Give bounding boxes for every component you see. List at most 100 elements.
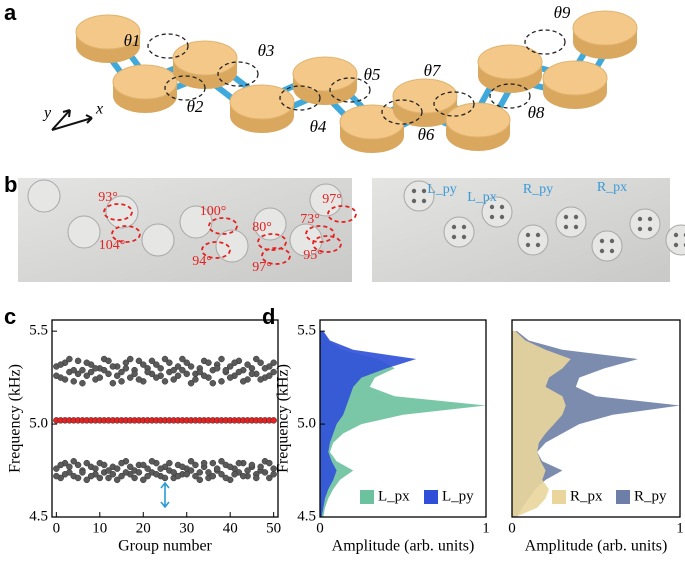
point: [122, 365, 130, 372]
gap-arrow: [160, 481, 170, 509]
point: [231, 471, 238, 478]
photo-hole: [563, 224, 569, 230]
point: [253, 474, 260, 482]
axis-arrows: [51, 109, 93, 131]
y-axis-label: Frequency (kHz): [7, 364, 24, 473]
point: [174, 372, 182, 380]
angle-label: θ8: [528, 103, 545, 122]
point: [83, 359, 91, 366]
point: [118, 459, 125, 467]
photo-hole: [647, 216, 653, 222]
angle-label: θ4: [310, 117, 327, 136]
photo-disk: [443, 216, 475, 248]
angle-arc: [261, 247, 291, 265]
point: [135, 469, 143, 476]
point: [92, 465, 99, 472]
photo-disk: [555, 206, 587, 238]
point: [61, 471, 69, 478]
angle-arc: [305, 225, 335, 243]
point: [174, 472, 182, 480]
x-tick-label: 30: [179, 520, 194, 536]
angle-label: 100°: [200, 204, 227, 219]
point: [87, 368, 95, 376]
point: [74, 370, 82, 378]
point: [92, 365, 99, 372]
photo-disk: [27, 179, 61, 213]
x-tick-label: 1: [676, 520, 684, 536]
mode-label: R_px: [597, 180, 627, 195]
photo-hole: [489, 214, 495, 220]
y-tick-label: 4.5: [297, 508, 316, 524]
mode-label: L_px: [467, 190, 497, 205]
angle-arc: [217, 61, 259, 87]
angle-label: 94°: [192, 254, 212, 269]
point: [126, 355, 134, 363]
point: [266, 372, 273, 380]
point: [218, 378, 225, 385]
point: [109, 379, 117, 387]
y-tick-label: 4.5: [29, 508, 48, 524]
photo-hole: [609, 238, 615, 244]
photo-hole: [609, 248, 615, 254]
point: [213, 365, 221, 372]
point: [57, 461, 64, 469]
plot-frame: [511, 319, 681, 518]
x-tick-label: 0: [53, 520, 61, 536]
point: [179, 355, 186, 363]
point: [239, 472, 247, 480]
disk-top: [75, 14, 141, 50]
photo-hole: [525, 232, 531, 238]
photo-disk: [517, 224, 549, 256]
point: [109, 471, 117, 478]
point: [105, 370, 112, 378]
point: [153, 471, 160, 478]
point: [213, 465, 221, 472]
point: [226, 374, 234, 381]
point: [222, 474, 230, 482]
angle-label: 97°: [322, 192, 342, 207]
mode-label: R_py: [523, 182, 553, 197]
legend-label: L_py: [442, 488, 474, 504]
point: [270, 471, 277, 478]
legend-swatch: [552, 490, 566, 504]
angle-label: 95°: [303, 248, 323, 263]
point: [70, 378, 77, 385]
photo-disk: [629, 208, 661, 240]
point: [226, 463, 234, 471]
point: [270, 417, 277, 424]
photo-hole: [535, 232, 541, 238]
angle-arc: [381, 99, 423, 125]
point: [144, 472, 151, 480]
point: [166, 359, 173, 366]
photo-hole: [525, 242, 531, 248]
photo-hole: [461, 224, 467, 230]
point: [244, 467, 251, 474]
point: [161, 378, 169, 385]
angle-arc: [111, 225, 141, 243]
disk-top: [112, 64, 178, 100]
panel-label: c: [4, 304, 16, 329]
point: [131, 370, 138, 378]
angle-label: θ5: [364, 65, 381, 84]
point: [270, 359, 277, 366]
photo-hole: [411, 198, 417, 204]
point: [70, 366, 77, 374]
photo-disk: [67, 215, 101, 249]
point: [183, 370, 190, 378]
y-tick-label: 5.0: [297, 416, 316, 432]
x-tick-label: 20: [136, 520, 151, 536]
point: [79, 366, 86, 374]
point: [53, 465, 60, 472]
point: [153, 374, 160, 381]
angle-arc: [257, 233, 287, 251]
x-tick-label: 50: [266, 520, 281, 536]
point: [83, 459, 91, 467]
point: [248, 370, 256, 378]
photo-hole: [421, 198, 427, 204]
disk-top: [542, 60, 608, 96]
photo-hole: [673, 232, 679, 238]
photo-hole: [599, 238, 605, 244]
point: [96, 474, 104, 482]
disk-top: [477, 44, 543, 80]
x-tick-label: 1: [482, 520, 490, 536]
